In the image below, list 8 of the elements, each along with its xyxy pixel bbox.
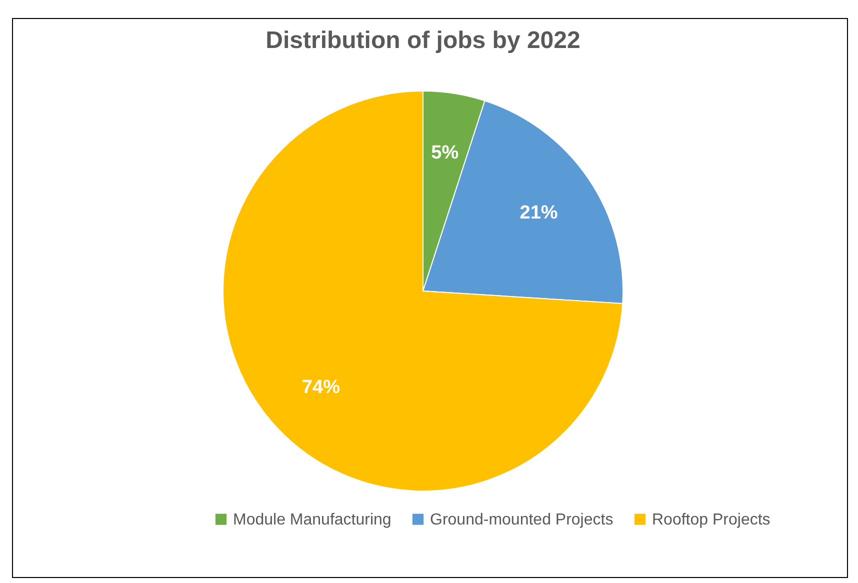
legend-label: Ground-mounted Projects [430, 511, 614, 528]
legend-label: Module Manufacturing [233, 511, 392, 528]
data-label: 74% [302, 376, 340, 398]
chart-title: Distribution of jobs by 2022 [266, 27, 580, 54]
legend-label: Rooftop Projects [652, 511, 770, 528]
data-label: 21% [520, 202, 558, 224]
data-label: 5% [431, 142, 459, 164]
pie-slice [222, 90, 624, 492]
